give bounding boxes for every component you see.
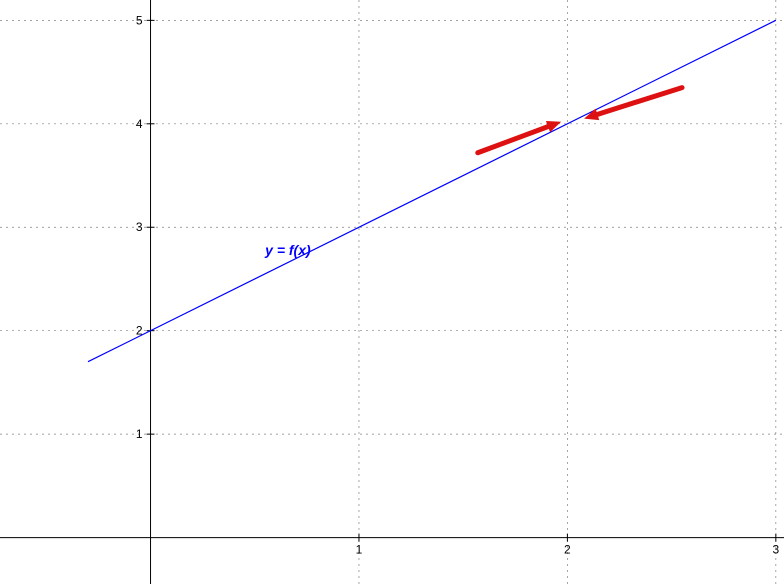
chart: 12312345y = f(x) [0,0,784,584]
function-label: y = f(x) [264,242,311,258]
y-tick-label: 1 [136,427,143,441]
x-tick-label: 1 [356,543,363,557]
x-tick-label: 3 [772,543,779,557]
y-tick-label: 5 [136,13,143,27]
x-tick-label: 2 [564,543,571,557]
y-tick-label: 3 [136,220,143,234]
y-tick-label: 4 [136,117,143,131]
chart-svg: 12312345y = f(x) [0,0,784,584]
